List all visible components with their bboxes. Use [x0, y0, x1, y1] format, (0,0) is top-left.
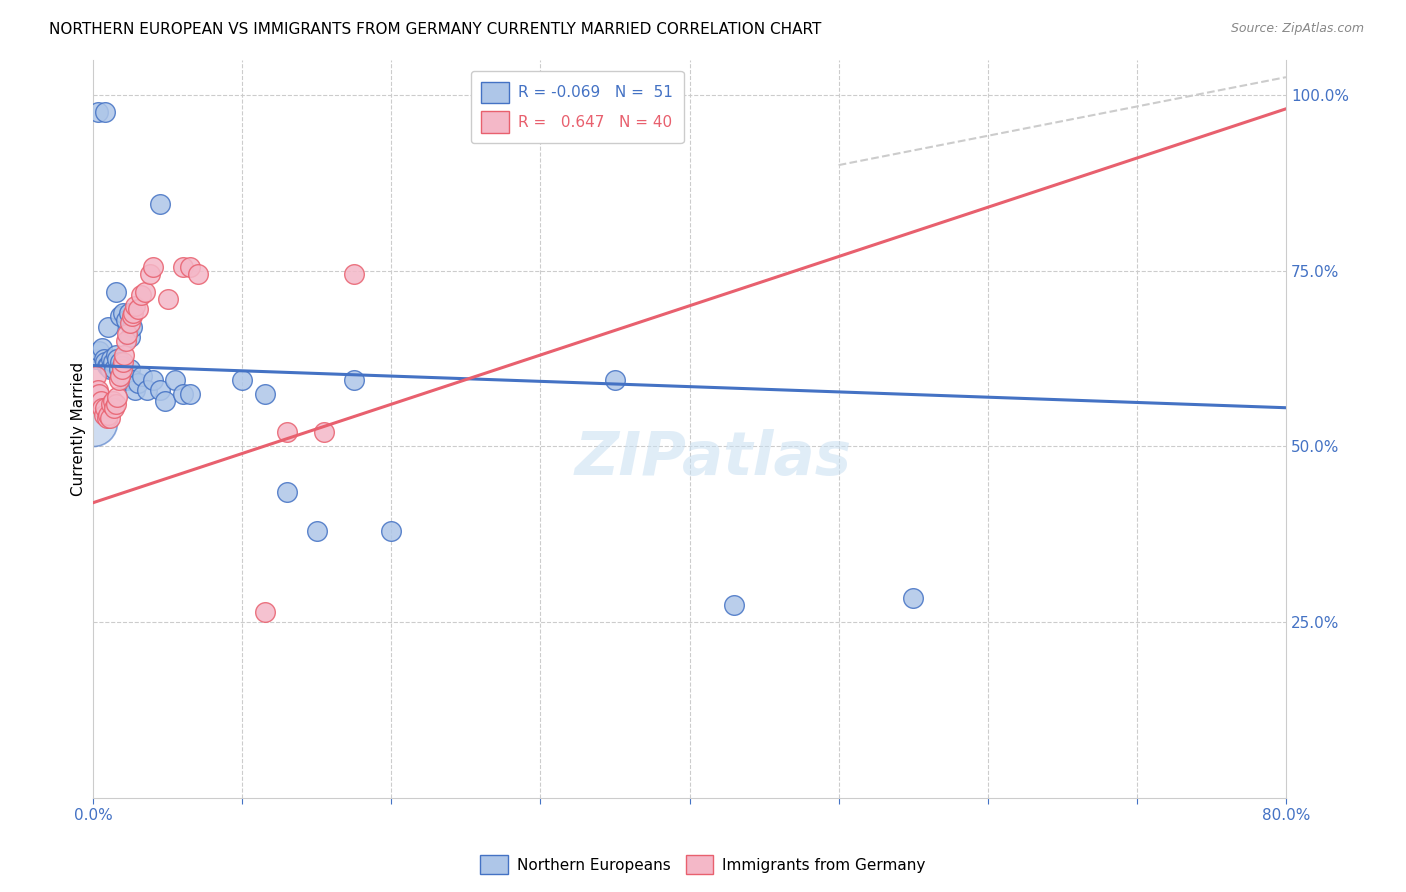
Point — [129, 288, 152, 302]
Point — [343, 373, 366, 387]
Point — [98, 411, 121, 425]
Point — [91, 341, 114, 355]
Point — [110, 359, 132, 373]
Point — [903, 591, 925, 605]
Point — [94, 105, 117, 120]
Point — [97, 359, 120, 373]
Point — [122, 306, 145, 320]
Point — [98, 362, 121, 376]
Point — [105, 351, 128, 366]
Point — [110, 362, 132, 376]
Point — [101, 355, 124, 369]
Point — [723, 598, 745, 612]
Point — [172, 260, 194, 274]
Point — [89, 386, 111, 401]
Point — [86, 105, 108, 120]
Point — [97, 319, 120, 334]
Point — [122, 373, 145, 387]
Point — [603, 373, 626, 387]
Point — [108, 310, 131, 324]
Point — [142, 373, 165, 387]
Point — [172, 386, 194, 401]
Point — [114, 348, 136, 362]
Text: NORTHERN EUROPEAN VS IMMIGRANTS FROM GERMANY CURRENTLY MARRIED CORRELATION CHART: NORTHERN EUROPEAN VS IMMIGRANTS FROM GER… — [49, 22, 821, 37]
Point — [149, 196, 172, 211]
Point — [93, 408, 115, 422]
Point — [305, 524, 328, 538]
Point — [343, 267, 366, 281]
Point — [179, 260, 201, 274]
Point — [574, 105, 596, 120]
Point — [139, 267, 162, 281]
Point — [165, 373, 187, 387]
Point — [276, 485, 298, 500]
Point — [142, 260, 165, 274]
Point — [111, 369, 134, 384]
Point — [90, 393, 112, 408]
Point — [111, 355, 134, 369]
Point — [114, 366, 136, 380]
Legend: Northern Europeans, Immigrants from Germany: Northern Europeans, Immigrants from Germ… — [474, 849, 932, 880]
Point — [120, 316, 142, 330]
Point — [84, 369, 107, 384]
Point — [149, 383, 172, 397]
Point — [276, 425, 298, 440]
Point — [111, 306, 134, 320]
Point — [187, 267, 209, 281]
Point — [153, 393, 176, 408]
Point — [314, 425, 336, 440]
Point — [101, 393, 124, 408]
Point — [135, 383, 157, 397]
Text: Source: ZipAtlas.com: Source: ZipAtlas.com — [1230, 22, 1364, 36]
Point — [120, 330, 142, 344]
Point — [94, 355, 117, 369]
Text: ZIPatlas: ZIPatlas — [575, 429, 852, 488]
Point — [105, 390, 128, 404]
Point — [117, 373, 139, 387]
Point — [134, 285, 156, 299]
Point — [104, 397, 127, 411]
Point — [94, 401, 117, 415]
Point — [117, 326, 139, 341]
Point — [96, 411, 118, 425]
Point — [121, 319, 143, 334]
Point — [82, 415, 104, 429]
Point — [86, 383, 108, 397]
Point — [84, 351, 107, 366]
Point — [115, 313, 138, 327]
Point — [100, 397, 122, 411]
Point — [124, 383, 146, 397]
Point — [91, 401, 114, 415]
Point — [156, 292, 179, 306]
Point — [107, 362, 129, 376]
Point — [108, 355, 131, 369]
Point — [108, 369, 131, 384]
Point — [127, 376, 149, 391]
Point — [100, 351, 122, 366]
Y-axis label: Currently Married: Currently Married — [72, 362, 86, 496]
Point — [103, 362, 125, 376]
Point — [120, 362, 142, 376]
Point — [89, 344, 111, 359]
Point — [103, 401, 125, 415]
Point — [104, 285, 127, 299]
Point — [115, 369, 138, 384]
Point — [121, 310, 143, 324]
Legend: R = -0.069   N =  51, R =   0.647   N = 40: R = -0.069 N = 51, R = 0.647 N = 40 — [471, 71, 683, 144]
Point — [97, 408, 120, 422]
Point — [253, 386, 276, 401]
Point — [231, 373, 253, 387]
Point — [253, 605, 276, 619]
Point — [104, 348, 127, 362]
Point — [96, 359, 118, 373]
Point — [179, 386, 201, 401]
Point — [115, 334, 138, 348]
Point — [107, 373, 129, 387]
Point — [131, 369, 153, 384]
Point — [380, 524, 402, 538]
Point — [118, 306, 141, 320]
Point — [93, 351, 115, 366]
Point — [124, 299, 146, 313]
Point — [127, 302, 149, 317]
